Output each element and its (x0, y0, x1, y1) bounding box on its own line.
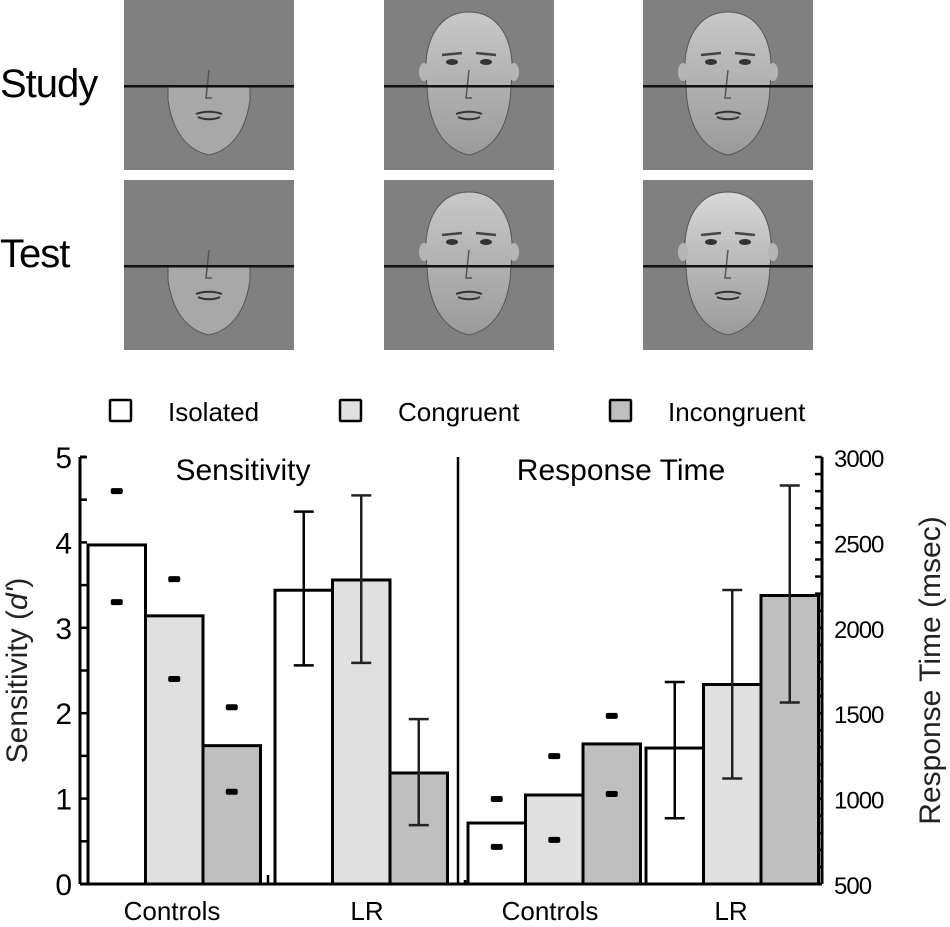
stimulus-panel-test-isolated (124, 180, 294, 350)
face-nose (205, 69, 212, 99)
eye-right (739, 59, 751, 65)
eye-right (739, 239, 751, 245)
split-line (643, 85, 813, 88)
ear-left (678, 243, 688, 261)
eye-left (705, 59, 717, 65)
legend-swatch-incongruent (608, 398, 633, 423)
eye-left (446, 239, 458, 245)
eye-left (446, 59, 458, 65)
face-mouth (195, 290, 223, 301)
y-tick-label-right: 3000 (834, 446, 884, 473)
legend-label-isolated: Isolated (168, 397, 259, 427)
control-range-marker-upper (605, 712, 618, 719)
face-mouth (714, 110, 742, 121)
y-tick-label-left: 1 (55, 784, 72, 817)
face-nose (465, 69, 472, 99)
face-head (684, 11, 772, 156)
stimulus-panel-test-incongruent (643, 180, 813, 350)
face-lower-half (167, 266, 251, 336)
panel-title-sensitivity: Sensitivity (175, 454, 310, 487)
stimulus-panel-test-congruent (384, 180, 554, 350)
control-range-marker-upper (548, 753, 561, 760)
control-range-marker-lower (225, 788, 238, 795)
face-head (684, 191, 772, 336)
bar-rt-controls-isolated (466, 821, 527, 886)
eye-right (480, 59, 492, 65)
face-mouth (714, 290, 742, 301)
panel-title-response-time: Response Time (517, 454, 725, 487)
face-nose (465, 249, 472, 279)
face-nose (724, 249, 731, 279)
bar-chart: Isolated Congruent Incongruent 0 1 2 3 4 5 Sensit… (1, 397, 947, 926)
y-axis-label-left: Sensitivity (d') (1, 578, 34, 764)
y-tick-label-left: 2 (55, 698, 72, 731)
stimulus-panel-study-incongruent (643, 0, 813, 170)
legend-swatch-congruent (338, 398, 363, 423)
control-range-marker-lower (110, 599, 123, 606)
ear-right (768, 243, 778, 261)
bar-rt-controls-incongruent (581, 742, 642, 886)
x-tick-label-controls: Controls (124, 896, 221, 926)
split-line (643, 265, 813, 268)
y-tick-label-right: 2000 (834, 617, 884, 644)
y-tick-label-left: 0 (55, 869, 72, 902)
ear-right (768, 63, 778, 81)
ear-left (419, 63, 429, 81)
face-nose (724, 69, 731, 99)
y-tick-label-right: 1500 (834, 702, 884, 729)
split-line (124, 85, 294, 88)
x-tick-label-lr: LR (350, 896, 383, 926)
face-lower-half (167, 86, 251, 156)
split-line (384, 85, 554, 88)
ear-left (678, 63, 688, 81)
control-range-marker-lower (605, 790, 618, 797)
legend-label-congruent: Congruent (398, 397, 520, 427)
y-axis-label-right: Response Time (msec) (914, 516, 947, 824)
y-tick-label-right: 500 (834, 873, 872, 900)
legend-swatch-isolated (108, 398, 133, 423)
y-tick-label-left: 5 (55, 442, 72, 475)
face-nose (205, 249, 212, 279)
eye-left (705, 239, 717, 245)
legend-label-incongruent: Incongruent (668, 397, 806, 427)
y-tick-label-left: 4 (55, 527, 72, 560)
split-line (384, 265, 554, 268)
bar-sens-controls-congruent (144, 614, 205, 886)
face-head (425, 191, 513, 336)
row-label-test: Test (0, 232, 70, 276)
bar-sens-controls-incongruent (201, 744, 262, 886)
control-range-marker-lower (490, 843, 503, 850)
row-label-study: Study (0, 62, 98, 106)
stimulus-panel-study-isolated (124, 0, 294, 170)
stimulus-panel-study-congruent (384, 0, 554, 170)
eye-right (480, 239, 492, 245)
ear-left (419, 243, 429, 261)
face-head (425, 11, 513, 156)
control-range-marker-lower (548, 836, 561, 843)
face-mouth (195, 110, 223, 121)
y-tick-label-left: 3 (55, 613, 72, 646)
control-range-marker-upper (168, 576, 181, 583)
x-tick-label-controls: Controls (502, 896, 599, 926)
x-tick-label-lr: LR (714, 896, 747, 926)
bar-sens-controls-isolated (86, 543, 147, 886)
control-range-marker-upper (490, 795, 503, 802)
y-tick-label-right: 2500 (834, 531, 884, 558)
split-line (124, 265, 294, 268)
ear-right (509, 63, 519, 81)
control-range-marker-lower (168, 676, 181, 683)
ear-right (509, 243, 519, 261)
face-mouth (455, 110, 483, 121)
control-range-marker-upper (110, 488, 123, 495)
face-mouth (455, 290, 483, 301)
control-range-marker-upper (225, 704, 238, 711)
y-tick-label-right: 1000 (834, 788, 884, 815)
